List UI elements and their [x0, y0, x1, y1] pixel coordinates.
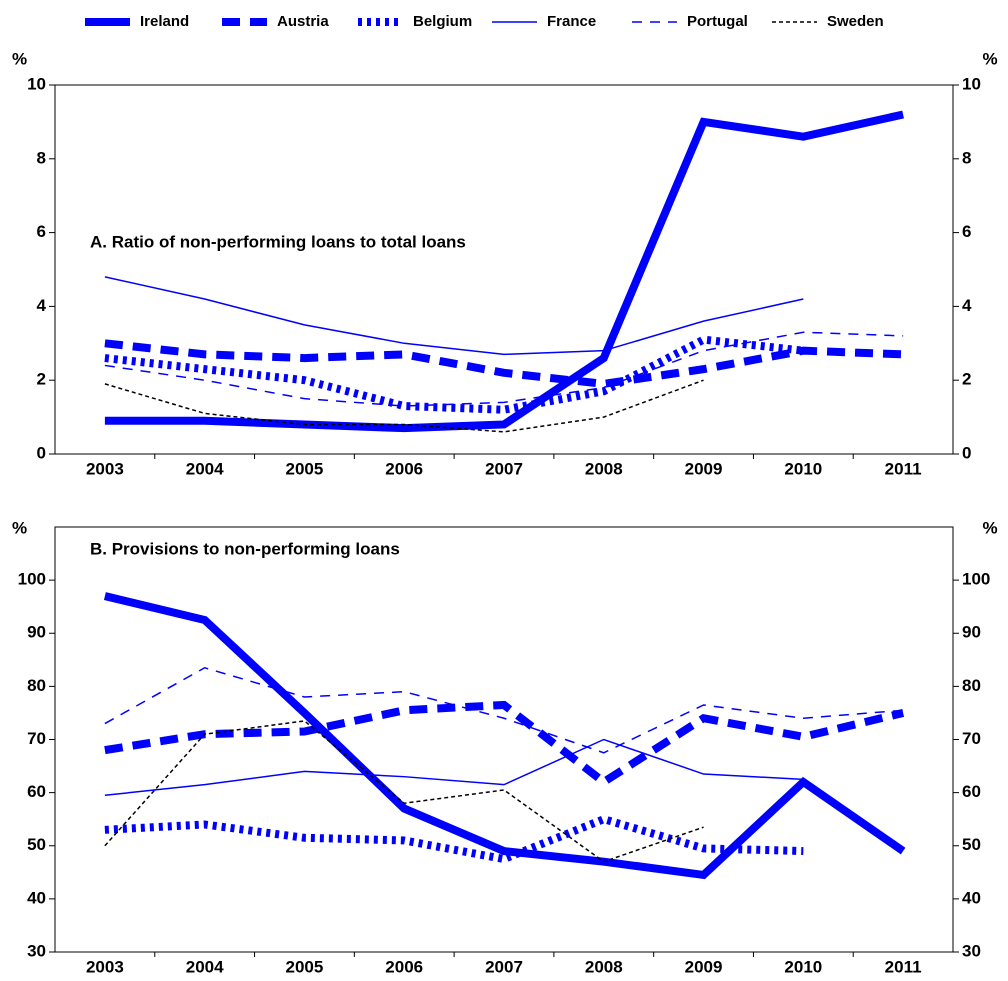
y2-tick-label: 40 — [962, 888, 981, 907]
unit-label: % — [982, 518, 997, 537]
y-tick-label: 40 — [27, 888, 46, 907]
legend-label: Sweden — [827, 13, 884, 30]
y2-tick-label: 10 — [962, 74, 981, 93]
x-tick-label: 2006 — [385, 459, 423, 478]
x-tick-label: 2003 — [86, 459, 124, 478]
y-tick-label: 2 — [37, 370, 46, 389]
x-tick-label: 2006 — [385, 957, 423, 976]
y-tick-label: 70 — [27, 729, 46, 748]
y-tick-label: 90 — [27, 623, 46, 642]
y-tick-label: 6 — [37, 222, 46, 241]
series-line — [104, 379, 704, 433]
legend-label: Ireland — [140, 13, 189, 30]
x-tick-label: 2009 — [685, 957, 723, 976]
x-tick-label: 2007 — [485, 957, 523, 976]
unit-label: % — [982, 49, 997, 68]
series-line — [104, 814, 804, 864]
y2-tick-label: 0 — [962, 443, 971, 462]
y2-tick-label: 8 — [962, 148, 971, 167]
series-line — [104, 720, 704, 863]
unit-label: % — [12, 518, 27, 537]
series-line — [104, 700, 905, 787]
x-tick-label: 2004 — [186, 459, 224, 478]
series-line — [104, 110, 904, 433]
y2-tick-label: 70 — [962, 729, 981, 748]
series-line — [104, 276, 804, 356]
panel-title: A. Ratio of non-performing loans to tota… — [90, 232, 466, 251]
y2-tick-label: 6 — [962, 222, 971, 241]
y2-tick-label: 60 — [962, 782, 981, 801]
x-tick-label: 2008 — [585, 459, 623, 478]
y-tick-label: 8 — [37, 148, 46, 167]
y2-tick-label: 4 — [962, 296, 972, 315]
x-tick-label: 2004 — [186, 957, 224, 976]
y-tick-label: 10 — [27, 74, 46, 93]
legend-label: Belgium — [413, 13, 472, 30]
x-tick-label: 2005 — [286, 957, 324, 976]
y2-tick-label: 2 — [962, 370, 971, 389]
series-line — [104, 666, 904, 754]
x-tick-label: 2008 — [585, 957, 623, 976]
y-tick-label: 50 — [27, 835, 46, 854]
series-line — [104, 335, 804, 414]
x-tick-label: 2010 — [784, 459, 822, 478]
legend-label: France — [547, 13, 596, 30]
x-tick-label: 2003 — [86, 957, 124, 976]
y-tick-label: 60 — [27, 782, 46, 801]
y2-tick-label: 80 — [962, 676, 981, 695]
y2-tick-label: 50 — [962, 835, 981, 854]
series-line — [104, 331, 904, 407]
series-line — [104, 738, 804, 797]
panel-title: B. Provisions to non-performing loans — [90, 539, 400, 558]
x-tick-label: 2005 — [286, 459, 324, 478]
y2-tick-label: 100 — [962, 570, 990, 589]
legend-label: Austria — [277, 13, 329, 30]
series-line — [104, 339, 904, 388]
y2-tick-label: 30 — [962, 941, 981, 960]
x-tick-label: 2011 — [885, 957, 922, 976]
y-tick-label: 0 — [37, 443, 46, 462]
legend-label: Portugal — [687, 13, 748, 30]
y-tick-label: 80 — [27, 676, 46, 695]
x-tick-label: 2010 — [784, 957, 822, 976]
y-tick-label: 4 — [37, 296, 47, 315]
x-tick-label: 2011 — [885, 459, 922, 478]
y2-tick-label: 90 — [962, 623, 981, 642]
unit-label: % — [12, 49, 27, 68]
x-tick-label: 2007 — [485, 459, 523, 478]
series-line — [103, 592, 906, 880]
plot-frame — [54, 84, 954, 455]
x-tick-label: 2009 — [685, 459, 723, 478]
y-tick-label: 100 — [18, 570, 46, 589]
y-tick-label: 30 — [27, 941, 46, 960]
